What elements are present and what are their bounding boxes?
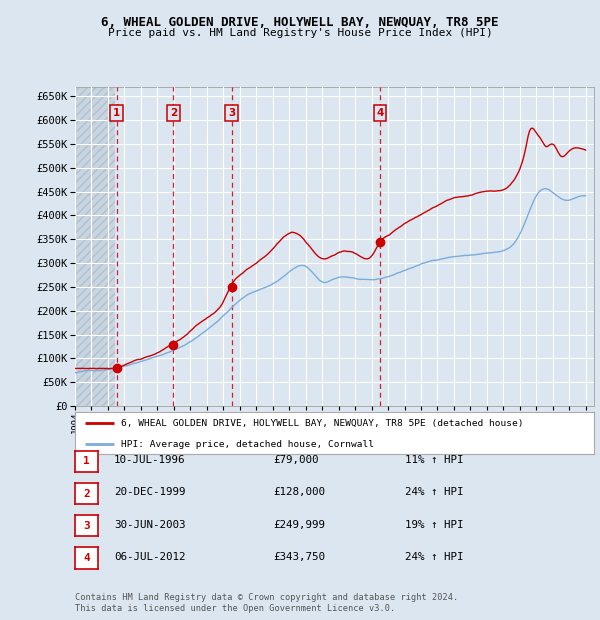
Text: 24% ↑ HPI: 24% ↑ HPI bbox=[405, 552, 464, 562]
Text: 11% ↑ HPI: 11% ↑ HPI bbox=[405, 455, 464, 465]
Text: £79,000: £79,000 bbox=[273, 455, 319, 465]
Text: £128,000: £128,000 bbox=[273, 487, 325, 497]
Text: 06-JUL-2012: 06-JUL-2012 bbox=[114, 552, 185, 562]
Text: 4: 4 bbox=[83, 553, 90, 563]
Text: £343,750: £343,750 bbox=[273, 552, 325, 562]
Text: £249,999: £249,999 bbox=[273, 520, 325, 529]
Text: 1: 1 bbox=[113, 108, 121, 118]
Text: 3: 3 bbox=[83, 521, 90, 531]
Text: 2: 2 bbox=[83, 489, 90, 498]
Text: 2: 2 bbox=[170, 108, 177, 118]
Text: 24% ↑ HPI: 24% ↑ HPI bbox=[405, 487, 464, 497]
Text: 1: 1 bbox=[83, 456, 90, 466]
Text: 20-DEC-1999: 20-DEC-1999 bbox=[114, 487, 185, 497]
Text: 6, WHEAL GOLDEN DRIVE, HOLYWELL BAY, NEWQUAY, TR8 5PE (detached house): 6, WHEAL GOLDEN DRIVE, HOLYWELL BAY, NEW… bbox=[121, 418, 523, 428]
Text: 4: 4 bbox=[376, 108, 384, 118]
Text: 10-JUL-1996: 10-JUL-1996 bbox=[114, 455, 185, 465]
Text: 6, WHEAL GOLDEN DRIVE, HOLYWELL BAY, NEWQUAY, TR8 5PE: 6, WHEAL GOLDEN DRIVE, HOLYWELL BAY, NEW… bbox=[101, 16, 499, 29]
Text: 19% ↑ HPI: 19% ↑ HPI bbox=[405, 520, 464, 529]
Text: HPI: Average price, detached house, Cornwall: HPI: Average price, detached house, Corn… bbox=[121, 440, 374, 449]
Text: 30-JUN-2003: 30-JUN-2003 bbox=[114, 520, 185, 529]
Text: 3: 3 bbox=[228, 108, 235, 118]
Text: Price paid vs. HM Land Registry's House Price Index (HPI): Price paid vs. HM Land Registry's House … bbox=[107, 28, 493, 38]
Text: Contains HM Land Registry data © Crown copyright and database right 2024.
This d: Contains HM Land Registry data © Crown c… bbox=[75, 593, 458, 613]
